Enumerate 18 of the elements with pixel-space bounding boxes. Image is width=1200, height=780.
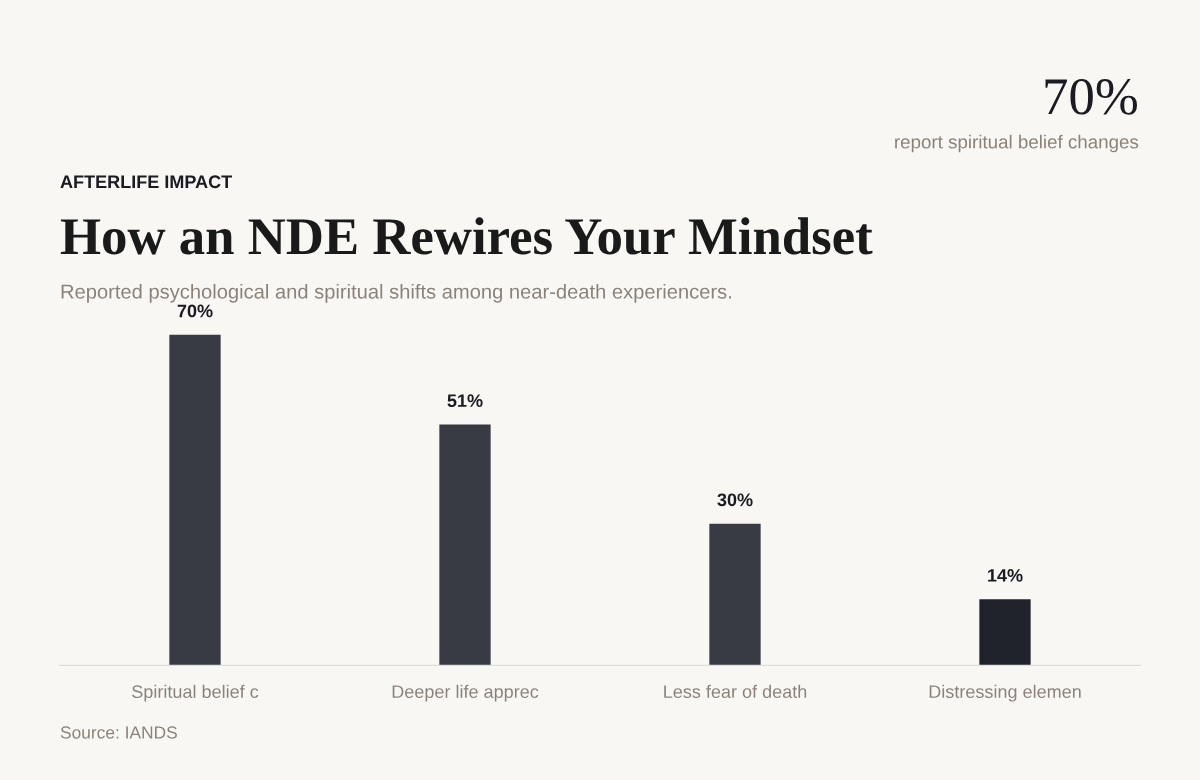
bar [979,599,1031,666]
bar [439,424,491,666]
text: AFTERLIFE IMPACT [60,175,232,189]
bar [709,523,761,666]
bar [169,334,221,666]
data-label: 14% [988,569,1023,582]
source-note: Source: IANDS [60,726,177,739]
x-tick-label: Spiritual belief c [132,684,259,702]
chart-title: How an NDE Rewires Your Mindset [60,217,873,255]
x-tick-label: Deeper life apprec [392,684,539,702]
text: report spiritual belief changes [895,134,1139,153]
chart-subtitle: Reported psychological and spiritual shifts among near-death experiencers. [61,283,731,303]
x-tick-label: Less fear of death [664,684,807,699]
data-label: 70% [177,304,213,318]
x-tick-label: Distressing elemen [929,684,1081,702]
data-label: 51% [447,394,483,408]
data-label: 30% [717,493,753,507]
text: 70% [1045,78,1137,115]
